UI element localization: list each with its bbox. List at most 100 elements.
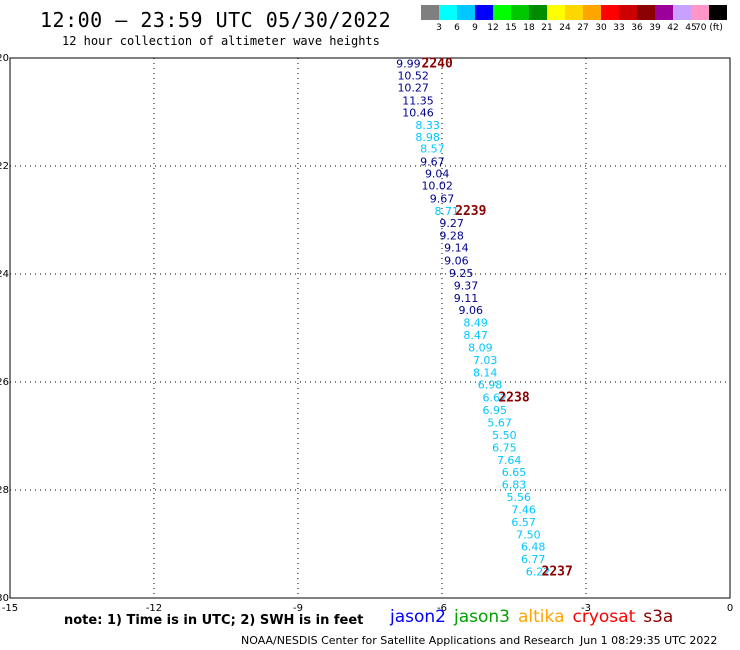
wave-height-label: 6.62 <box>483 392 508 405</box>
color-swatch <box>655 5 673 20</box>
wave-height-label: 7.64 <box>497 454 522 467</box>
color-scale-label: 30 <box>595 23 607 33</box>
chart-title: 12:00 – 23:59 UTC 05/30/2022 <box>40 8 392 32</box>
x-tick-label: -3 <box>581 603 591 614</box>
timestamp-text: Jun 1 08:29:35 UTC 2022 <box>580 634 718 647</box>
color-scale-label: 9 <box>472 23 478 33</box>
color-swatch <box>619 5 637 20</box>
color-scale-label: 27 <box>577 23 589 33</box>
credit-text: NOAA/NESDIS Center for Satellite Applica… <box>241 634 575 647</box>
x-tick-label: -9 <box>293 603 303 614</box>
satellite-legend-item: altika <box>518 607 565 627</box>
wave-height-label: 8.71 <box>435 205 460 218</box>
color-scale-label: 42 <box>667 23 679 33</box>
color-scale-label: 18 <box>523 23 535 33</box>
y-tick-label: -20 <box>0 53 9 64</box>
wave-height-label: 10.52 <box>397 69 429 82</box>
satellite-legend-item: jason3 <box>454 607 510 627</box>
time-label: 2237 <box>542 565 573 580</box>
wave-height-label: 5.56 <box>507 491 532 504</box>
wave-height-label: 7.46 <box>511 503 536 516</box>
x-tick-label: -6 <box>437 603 447 614</box>
wave-height-label: 9.99 <box>396 57 421 70</box>
wave-height-label: 7.03 <box>473 354 498 367</box>
color-scale-label: 3 <box>436 23 442 33</box>
wave-height-label: 8.57 <box>420 143 445 156</box>
wave-height-label: 9.14 <box>444 242 469 255</box>
color-scale-label: 6 <box>454 23 460 33</box>
y-tick-label: -28 <box>0 485 9 496</box>
color-scale-label: 21 <box>541 23 553 33</box>
color-scale-label: 39 <box>649 23 661 33</box>
satellite-legend-item: cryosat <box>572 607 636 627</box>
x-tick-label: -15 <box>2 603 18 614</box>
wave-height-label: 6.22 <box>526 566 551 579</box>
chart-subtitle: 12 hour collection of altimeter wave hei… <box>62 34 380 48</box>
wave-height-label: 6.83 <box>502 479 527 492</box>
color-swatch <box>475 5 493 20</box>
wave-height-label: 8.47 <box>463 329 488 342</box>
time-label: 2238 <box>498 391 529 406</box>
color-swatch <box>583 5 601 20</box>
color-swatch <box>547 5 565 20</box>
wave-height-label: 6.65 <box>502 466 527 479</box>
satellite-legend-item: jason2 <box>390 607 446 627</box>
color-swatch <box>673 5 691 20</box>
wave-height-label: 9.06 <box>459 304 484 317</box>
y-tick-label: -26 <box>0 377 9 388</box>
time-label: 2239 <box>455 204 486 219</box>
y-tick-label: -22 <box>0 161 9 172</box>
wave-height-label: 6.48 <box>521 541 546 554</box>
color-swatch <box>457 5 475 20</box>
wave-height-label: 9.06 <box>444 255 469 268</box>
wave-height-label: 9.04 <box>425 168 450 181</box>
wave-height-label: 7.50 <box>516 528 541 541</box>
satellite-legend: jason2 jason3 altika cryosat s3a <box>390 607 681 627</box>
wave-height-label: 9.67 <box>430 192 455 205</box>
color-swatch <box>529 5 547 20</box>
color-swatch <box>601 5 619 20</box>
color-swatch <box>511 5 529 20</box>
wave-height-label: 9.67 <box>420 156 445 169</box>
color-scale-label: 70 (ft) <box>695 23 723 33</box>
wave-height-label: 5.50 <box>492 429 517 442</box>
color-scale-label: 36 <box>631 23 643 33</box>
footer-note: note: 1) Time is in UTC; 2) SWH is in fe… <box>64 613 364 628</box>
color-scale-label: 45 <box>685 23 697 33</box>
wave-height-label: 8.14 <box>473 366 498 379</box>
color-swatch <box>439 5 457 20</box>
wave-height-label: 6.98 <box>478 379 503 392</box>
wave-height-label: 11.35 <box>402 95 434 108</box>
wave-height-label: 8.98 <box>415 131 440 144</box>
wave-height-label: 5.67 <box>487 417 512 430</box>
wave-height-label: 6.57 <box>511 516 536 529</box>
wave-height-label: 9.28 <box>439 230 464 243</box>
wave-height-label: 9.25 <box>449 267 474 280</box>
satellite-legend-item: s3a <box>643 607 674 627</box>
wave-height-label: 9.37 <box>454 279 479 292</box>
wave-height-label: 8.09 <box>468 341 493 354</box>
color-scale-label: 12 <box>487 23 499 33</box>
wave-height-label: 6.77 <box>521 553 546 566</box>
plot-frame <box>9 57 731 599</box>
color-swatch <box>637 5 655 20</box>
color-swatch <box>565 5 583 20</box>
color-scale-label: 24 <box>559 23 571 33</box>
wave-height-label: 10.46 <box>402 107 434 120</box>
color-scale-label: 33 <box>613 23 625 33</box>
y-tick-label: -24 <box>0 269 9 280</box>
color-swatch <box>421 5 439 20</box>
color-swatch <box>493 5 511 20</box>
wave-height-label: 8.49 <box>463 317 488 330</box>
wave-height-label: 6.75 <box>492 441 517 454</box>
y-tick-label: -30 <box>0 593 9 604</box>
color-swatch <box>691 5 709 20</box>
color-scale-label: 15 <box>505 23 517 33</box>
x-tick-label: 0 <box>727 603 733 614</box>
wave-height-label: 10.02 <box>421 179 453 192</box>
wave-height-label: 6.95 <box>483 404 508 417</box>
x-tick-label: -12 <box>146 603 162 614</box>
color-swatch <box>709 5 727 20</box>
wave-height-label: 9.11 <box>454 292 479 305</box>
